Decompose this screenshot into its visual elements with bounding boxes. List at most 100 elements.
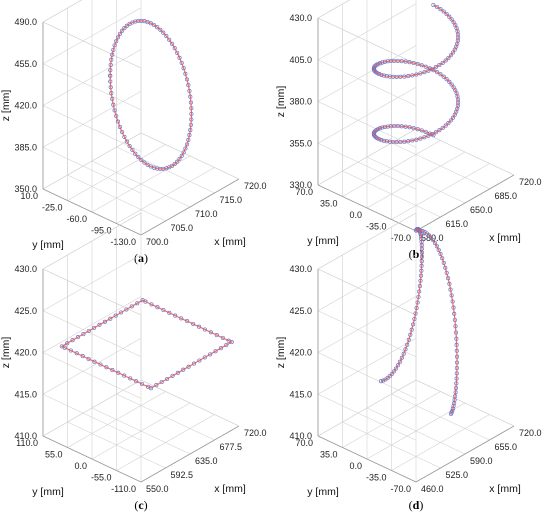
reference-point bbox=[128, 376, 133, 381]
reference-point bbox=[438, 7, 443, 12]
y-tick-label: 70.0 bbox=[295, 187, 313, 197]
x-axis-label: x [mm] bbox=[489, 483, 521, 495]
z-tick-label: 355.0 bbox=[289, 138, 312, 148]
reference-point bbox=[446, 55, 451, 61]
reference-point bbox=[377, 72, 382, 77]
x-tick-label: 550.0 bbox=[146, 484, 169, 494]
reference-point bbox=[127, 143, 132, 149]
reference-point bbox=[130, 147, 135, 153]
z-tick-label: 430.0 bbox=[289, 13, 312, 23]
grid-line bbox=[366, 151, 466, 209]
reference-point bbox=[167, 310, 172, 315]
measured-trajectory bbox=[109, 20, 192, 170]
reference-point bbox=[214, 333, 219, 338]
reference-point bbox=[191, 321, 196, 326]
reference-point bbox=[124, 23, 129, 28]
reference-point bbox=[177, 55, 182, 60]
grid-line bbox=[42, 0, 83, 23]
subplot-b: 430.0 405.0 380.0 355.0 330.070.0 35.0 0.0 -35.… bbox=[275, 0, 542, 261]
reference-point bbox=[92, 359, 97, 364]
x-tick-label: 590.0 bbox=[470, 456, 493, 466]
x-axis-label: x [mm] bbox=[214, 483, 246, 495]
reference-point bbox=[62, 345, 67, 350]
z-axis-label: z [mm] bbox=[0, 90, 12, 122]
reference-point bbox=[443, 123, 448, 128]
reference-point bbox=[140, 298, 145, 303]
y-axis-label: y [mm] bbox=[307, 486, 339, 498]
reference-point bbox=[155, 305, 160, 310]
reference-point bbox=[117, 31, 122, 36]
measured-trajectory bbox=[373, 4, 459, 143]
reference-point bbox=[155, 25, 160, 30]
y-tick-label: -70.0 bbox=[390, 484, 411, 494]
reference-point bbox=[224, 343, 229, 348]
reference-point bbox=[443, 58, 448, 63]
reference-point bbox=[433, 130, 438, 135]
reference-point bbox=[435, 70, 440, 75]
reference-point bbox=[110, 368, 115, 373]
reference-point bbox=[208, 352, 213, 357]
y-tick-label: -60.0 bbox=[66, 214, 87, 224]
reference-point bbox=[451, 85, 456, 90]
reference-point bbox=[441, 9, 446, 14]
axis-line bbox=[140, 425, 240, 483]
reference-point bbox=[142, 160, 147, 165]
x-tick-label: 460.0 bbox=[421, 484, 444, 494]
reference-point bbox=[134, 379, 139, 384]
grid-line bbox=[42, 63, 142, 111]
reference-point bbox=[179, 316, 184, 321]
reference-point bbox=[391, 369, 396, 374]
reference-point bbox=[440, 125, 445, 131]
reference-point bbox=[438, 251, 443, 257]
reference-point bbox=[108, 316, 113, 321]
reference-point bbox=[213, 349, 218, 354]
reference-point bbox=[136, 155, 141, 160]
grid-line bbox=[317, 310, 417, 358]
reference-point bbox=[395, 363, 401, 368]
reference-point bbox=[148, 21, 153, 26]
reference-point bbox=[383, 377, 388, 382]
x-tick-label: 677.5 bbox=[220, 442, 243, 452]
grid-line bbox=[317, 17, 417, 65]
axis-line bbox=[317, 184, 417, 232]
reference-point bbox=[185, 319, 190, 324]
grid-line bbox=[140, 379, 240, 427]
x-tick-label: 525.0 bbox=[446, 470, 469, 480]
reference-point bbox=[440, 60, 445, 65]
grid-line bbox=[317, 3, 417, 61]
reference-point bbox=[433, 65, 438, 70]
reference-point bbox=[181, 367, 186, 372]
reference-point bbox=[122, 134, 127, 139]
reference-point bbox=[102, 319, 107, 324]
reference-point bbox=[446, 121, 451, 126]
x-tick-label: 685.0 bbox=[495, 191, 518, 201]
reference-point bbox=[65, 341, 70, 346]
grid-line bbox=[366, 402, 466, 460]
grid-line bbox=[317, 128, 417, 186]
reference-point bbox=[448, 118, 453, 123]
reference-point bbox=[399, 355, 404, 360]
measured-trajectory bbox=[380, 228, 458, 415]
axis-line bbox=[415, 425, 515, 483]
reference-point bbox=[172, 46, 177, 51]
reference-point bbox=[124, 139, 129, 144]
z-tick-label: 420.0 bbox=[289, 348, 312, 358]
z-tick-label: 405.0 bbox=[289, 55, 312, 65]
reference-point bbox=[115, 35, 121, 40]
z-tick-label: 420.0 bbox=[14, 348, 37, 358]
grid-line bbox=[42, 132, 142, 190]
reference-point bbox=[92, 325, 97, 330]
axis-line bbox=[317, 435, 417, 483]
y-tick-label: 10.0 bbox=[20, 191, 38, 201]
y-tick-label: 35.0 bbox=[320, 450, 338, 460]
z-tick-label: 330.0 bbox=[289, 180, 312, 190]
z-tick-label: 425.0 bbox=[14, 306, 37, 316]
reference-point bbox=[165, 376, 170, 382]
reference-point bbox=[422, 230, 427, 235]
y-tick-label: 55.0 bbox=[45, 450, 63, 460]
grid-line bbox=[42, 212, 142, 270]
reference-point bbox=[218, 346, 223, 351]
z-tick-label: 425.0 bbox=[289, 306, 312, 316]
reference-point bbox=[68, 348, 73, 353]
z-tick-label: 380.0 bbox=[289, 97, 312, 107]
